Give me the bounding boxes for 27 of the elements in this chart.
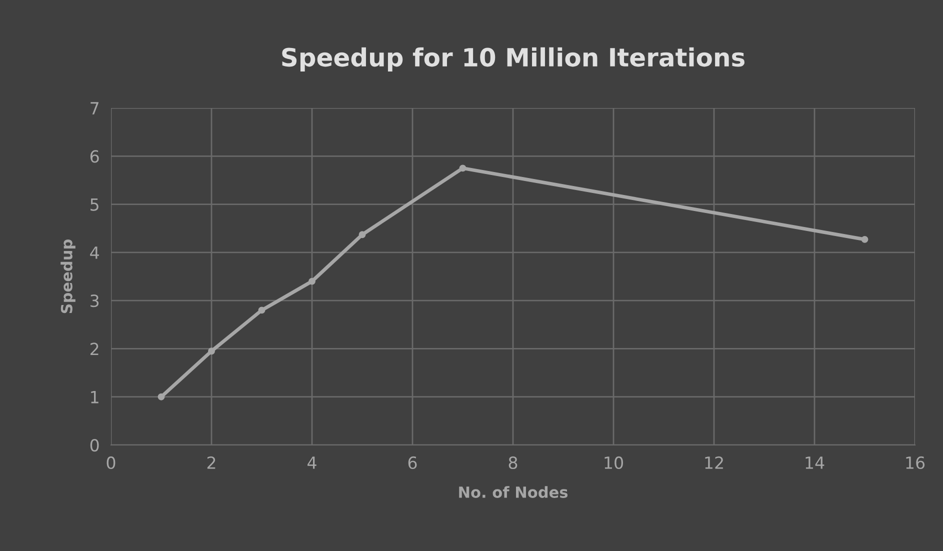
y-tick-label: 1 <box>91 391 98 404</box>
point <box>459 164 466 172</box>
x-tick-label: 14 <box>806 456 824 469</box>
x-tick-label: 4 <box>308 456 316 469</box>
point <box>158 393 165 400</box>
x-tick-label: 8 <box>508 456 518 470</box>
y-tick-label: 5 <box>90 198 98 211</box>
chart-title: Speedup for 10 Million Iterations <box>282 47 744 72</box>
x-tick-label: 0 <box>106 456 116 470</box>
x-tick-label: 16 <box>906 456 925 470</box>
y-tick-label: 7 <box>90 102 98 114</box>
point <box>358 231 366 238</box>
x-tick-label: 10 <box>604 456 623 470</box>
x-tick-label: 2 <box>207 456 216 469</box>
x-tick-label: 6 <box>408 456 417 470</box>
x-tick-label: 12 <box>705 456 723 469</box>
y-tick-label: 2 <box>90 342 98 356</box>
point <box>861 236 868 243</box>
y-tick-label: 6 <box>90 150 99 163</box>
y-axis-title: Speedup <box>60 239 76 314</box>
y-tick-label: 4 <box>90 246 99 259</box>
x-axis-title: No. of Nodes <box>459 486 568 498</box>
y-tick-label: 3 <box>90 294 99 308</box>
y-tick-label: 0 <box>90 438 99 452</box>
point <box>308 278 316 285</box>
point <box>208 348 215 355</box>
point <box>258 306 266 314</box>
